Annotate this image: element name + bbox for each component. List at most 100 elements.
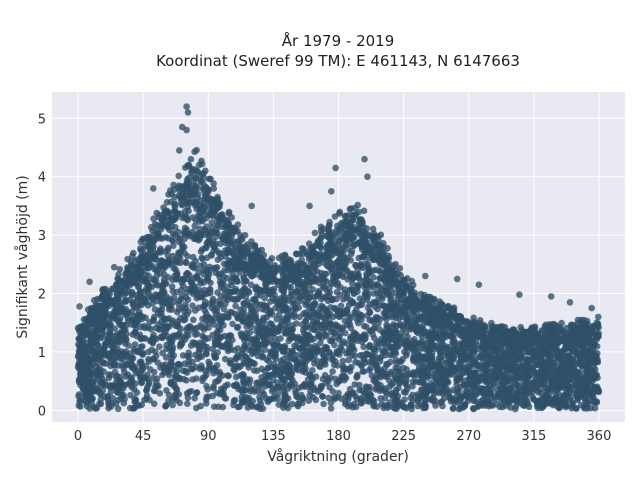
data-point	[156, 343, 163, 351]
data-point	[205, 358, 212, 366]
data-point	[568, 342, 576, 350]
data-point	[560, 346, 567, 354]
data-point	[215, 250, 223, 257]
data-point	[214, 377, 222, 385]
data-point	[581, 403, 589, 411]
data-point	[280, 387, 288, 394]
data-point	[267, 298, 274, 305]
data-point	[170, 242, 177, 249]
data-point	[471, 349, 478, 356]
data-point	[487, 344, 494, 351]
data-point	[222, 300, 229, 308]
data-point	[312, 320, 319, 327]
data-point	[115, 339, 122, 346]
data-point	[511, 405, 519, 413]
data-point	[396, 380, 403, 387]
data-point	[488, 359, 495, 366]
data-point	[595, 387, 602, 395]
data-point	[105, 322, 113, 330]
data-point	[373, 384, 380, 391]
data-point	[163, 401, 170, 409]
data-point	[183, 369, 191, 376]
data-point	[345, 346, 353, 353]
data-point	[162, 234, 169, 241]
data-point	[317, 385, 325, 392]
data-point	[175, 249, 182, 256]
data-point	[237, 363, 244, 370]
data-point	[184, 216, 191, 224]
data-point	[184, 400, 191, 408]
data-point	[376, 267, 383, 275]
data-point	[289, 331, 296, 339]
data-point	[216, 301, 224, 309]
data-point	[409, 378, 417, 386]
data-point	[329, 326, 336, 333]
data-point	[286, 361, 293, 369]
data-point	[562, 401, 570, 409]
data-point	[296, 313, 303, 321]
data-point	[376, 274, 384, 282]
data-point	[225, 262, 232, 270]
data-point	[162, 327, 169, 335]
data-point	[149, 374, 157, 382]
data-point	[189, 302, 196, 310]
data-point	[315, 279, 323, 287]
data-point	[463, 391, 470, 399]
data-point	[386, 351, 394, 359]
data-point	[285, 373, 292, 381]
data-point	[400, 339, 408, 346]
data-point	[247, 309, 255, 317]
data-point	[75, 393, 82, 400]
data-point	[188, 279, 195, 287]
data-point	[199, 255, 206, 263]
data-point	[419, 322, 427, 330]
data-point	[202, 396, 210, 404]
data-point	[289, 382, 296, 390]
data-point	[131, 398, 138, 406]
data-point	[217, 284, 225, 291]
data-point	[363, 270, 370, 278]
data-point	[326, 384, 334, 391]
data-point	[440, 328, 447, 336]
data-point	[152, 383, 159, 390]
data-point	[96, 389, 103, 397]
data-point	[489, 372, 496, 380]
data-point	[464, 349, 471, 356]
data-point	[476, 385, 484, 392]
data-point	[579, 351, 586, 358]
data-point	[163, 387, 170, 394]
data-point	[542, 375, 549, 382]
data-point	[401, 396, 408, 403]
data-point	[486, 382, 494, 390]
data-point	[291, 313, 298, 321]
data-point	[499, 403, 506, 411]
data-point	[320, 400, 327, 408]
data-point	[240, 300, 248, 307]
data-point	[213, 264, 221, 271]
data-point	[205, 233, 213, 240]
data-point	[90, 403, 98, 411]
data-point	[134, 295, 142, 302]
data-point	[352, 392, 359, 400]
data-point	[190, 316, 197, 324]
data-point	[386, 336, 394, 343]
data-point	[199, 340, 206, 348]
data-point	[487, 354, 495, 361]
data-point	[482, 357, 490, 365]
data-point	[253, 337, 261, 344]
data-point	[414, 391, 421, 398]
data-point	[429, 362, 436, 370]
data-point	[256, 393, 263, 401]
data-point	[152, 352, 160, 360]
data-point	[237, 387, 245, 394]
data-point	[114, 405, 122, 413]
data-point	[346, 367, 354, 375]
data-point	[165, 306, 173, 313]
data-point	[298, 321, 306, 328]
data-point	[376, 283, 384, 291]
data-point	[506, 360, 514, 367]
data-point	[428, 326, 436, 334]
data-point	[310, 273, 318, 281]
data-point	[322, 305, 329, 313]
data-point	[138, 360, 145, 368]
